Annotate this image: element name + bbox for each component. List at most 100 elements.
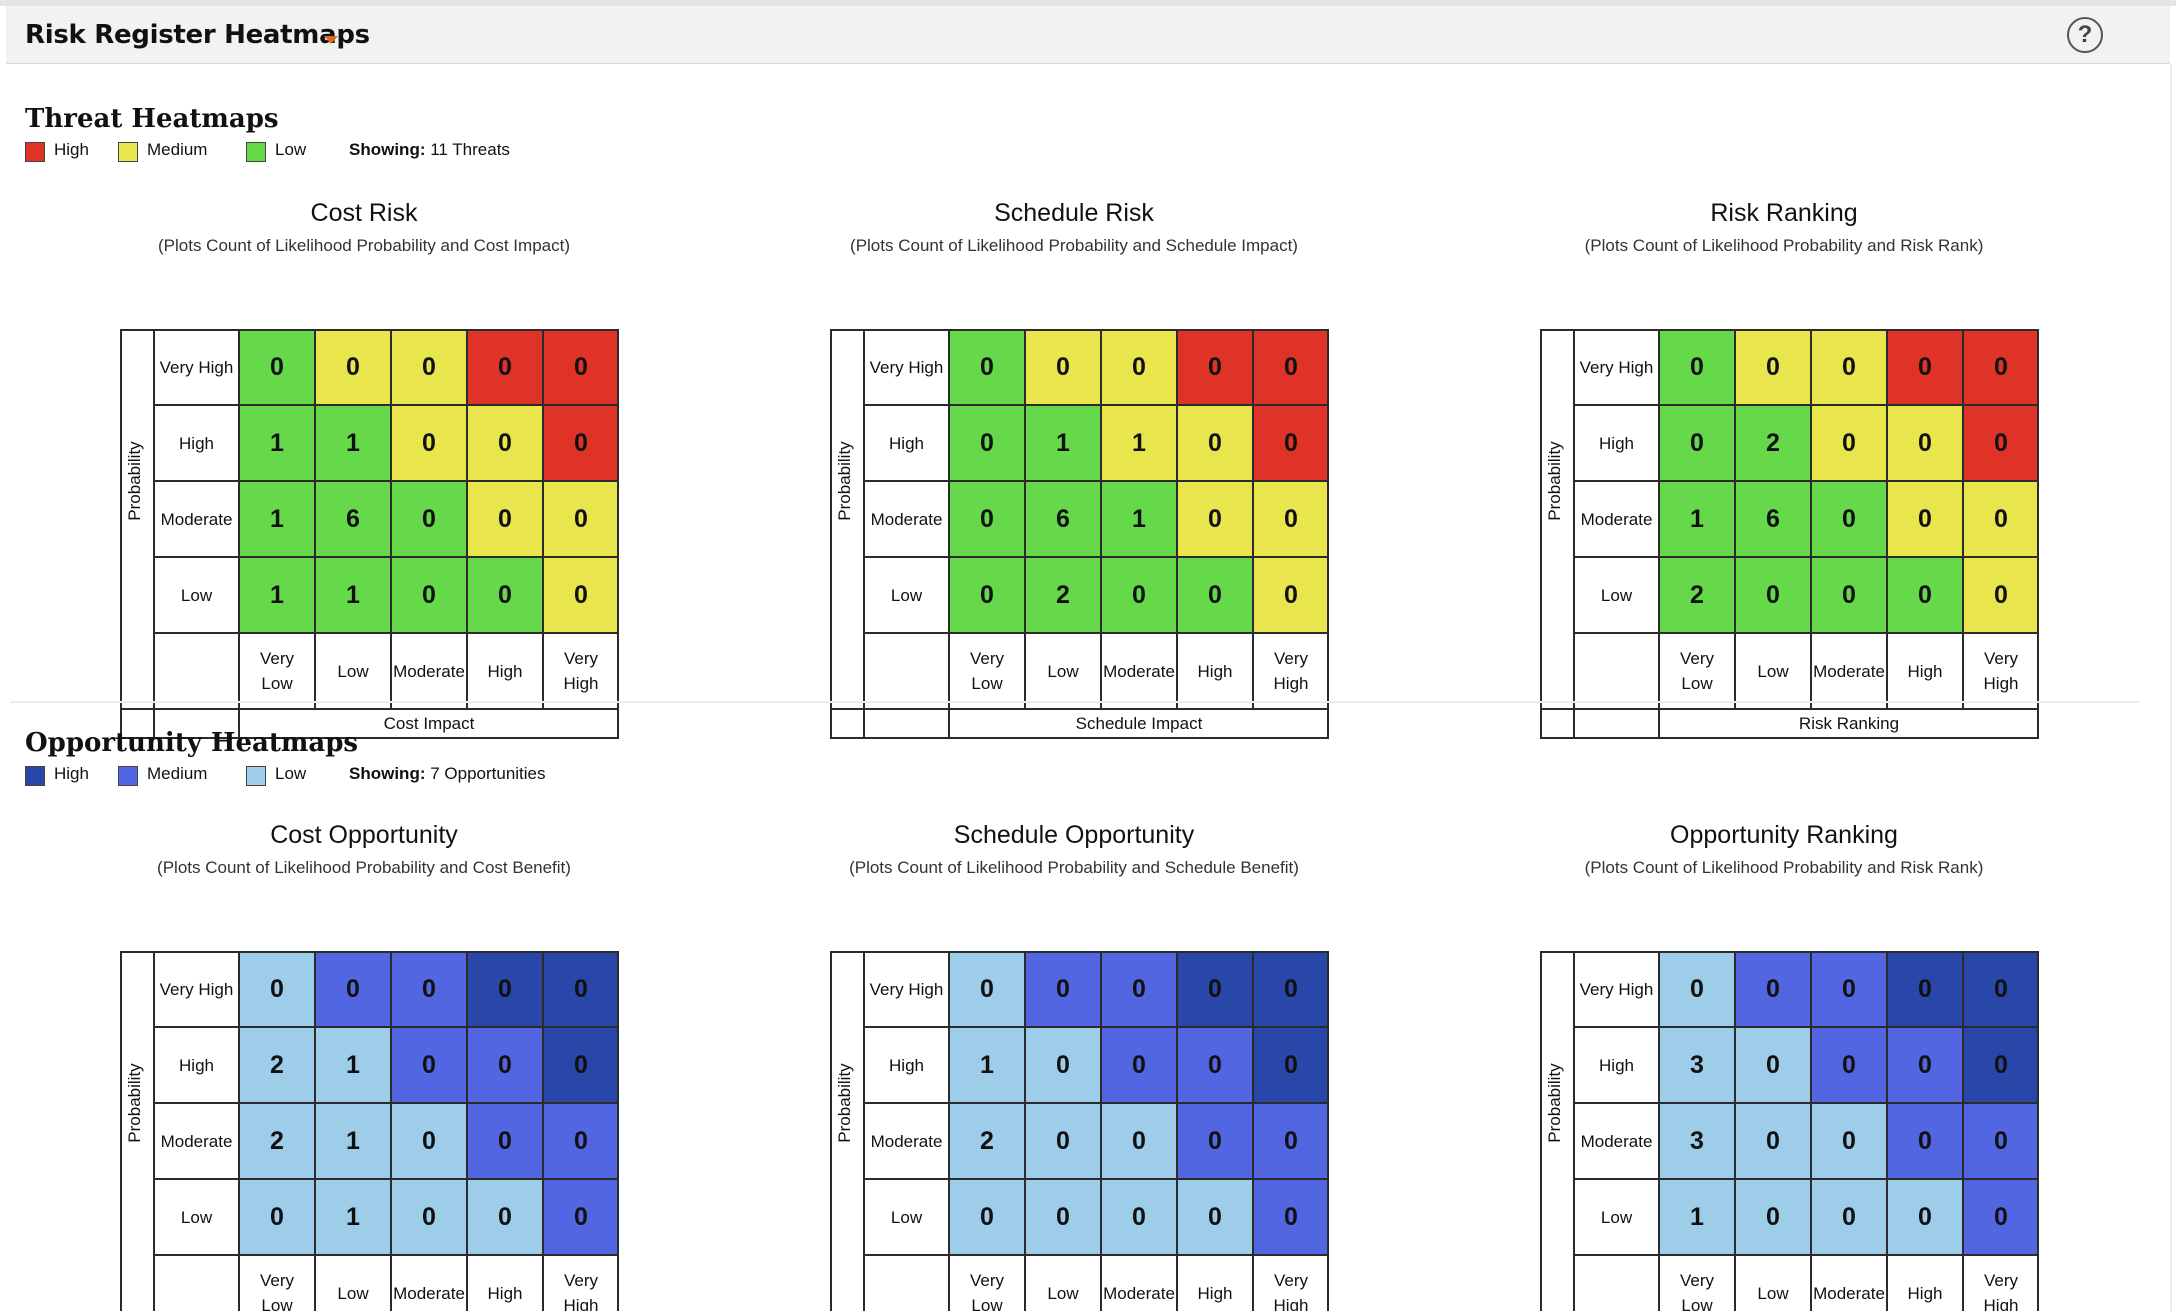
col-label-part: Very <box>969 1271 1005 1290</box>
threat-heatmaps-section: Threat Heatmaps High Medium Low Showing:… <box>6 64 2156 739</box>
heatmap-cell: 0 <box>1177 1103 1253 1179</box>
y-axis-label: Probability <box>125 1063 144 1143</box>
heatmap-cell: 6 <box>1735 481 1811 557</box>
heatmap-cell: 1 <box>1101 405 1177 481</box>
heatmap-cell: 0 <box>543 1179 619 1255</box>
col-label-part: Very <box>1983 1271 2019 1290</box>
col-label-part: High <box>563 1296 599 1311</box>
heatmap-cell: 0 <box>1253 405 1329 481</box>
heatmap-cell: 0 <box>391 481 467 557</box>
heatmap-cell: 0 <box>1811 951 1887 1027</box>
col-label-very-high: Very High <box>1963 633 2039 709</box>
col-label-part: High <box>563 674 599 693</box>
corner-cell <box>154 1255 239 1311</box>
row-label-very-high: Very High <box>864 329 949 405</box>
heatmap-cell: 0 <box>467 405 543 481</box>
row-label-very-high: Very High <box>154 329 239 405</box>
heatmap-subtitle: (Plots Count of Likelihood Probability a… <box>850 236 1298 255</box>
col-label-part: Low <box>1681 1296 1713 1311</box>
col-label-high: High <box>1177 633 1253 709</box>
heatmap-cell: 0 <box>1101 1179 1177 1255</box>
heatmap-cell: 0 <box>391 1103 467 1179</box>
legend-label: Medium <box>147 140 208 159</box>
col-label-low: Low <box>1735 1255 1811 1311</box>
heatmap-cell: 0 <box>543 1027 619 1103</box>
corner-cell <box>864 633 949 709</box>
heatmap-cell: 0 <box>315 951 391 1027</box>
heatmap-cell: 0 <box>1177 1027 1253 1103</box>
col-label-part: Very <box>1983 649 2019 668</box>
heatmap-cell: 0 <box>1253 481 1329 557</box>
heatmap-cell: 0 <box>1811 1103 1887 1179</box>
heatmap-cell: 0 <box>543 329 619 405</box>
row-label-very-high: Very High <box>1574 329 1659 405</box>
col-label-low: Low <box>1735 633 1811 709</box>
row-label-high: High <box>864 405 949 481</box>
heatmap-cell: 1 <box>239 557 315 633</box>
section-title: Threat Heatmaps <box>25 104 279 134</box>
y-axis-label: Probability <box>835 441 854 521</box>
col-label-moderate: Moderate <box>1101 1255 1177 1311</box>
col-label-part: Very <box>259 1271 295 1290</box>
y-axis-label: Probability <box>1545 441 1564 521</box>
heatmap-cell: 0 <box>1887 1179 1963 1255</box>
heatmap-cell: 0 <box>543 1103 619 1179</box>
heatmap-cell: 3 <box>1659 1103 1735 1179</box>
col-label-very-high: Very High <box>543 633 619 709</box>
col-label-part: Low <box>971 674 1003 693</box>
heatmap-cell: 1 <box>315 1103 391 1179</box>
heatmap-cell: 0 <box>1963 1103 2039 1179</box>
row-label-high: High <box>154 1027 239 1103</box>
section-divider <box>10 701 2140 703</box>
row-label-high: High <box>864 1027 949 1103</box>
help-icon[interactable]: ? <box>2067 17 2103 53</box>
heatmap-cell: 0 <box>1963 1027 2039 1103</box>
heatmap-cell: 2 <box>949 1103 1025 1179</box>
legend-label: Low <box>275 764 307 783</box>
heatmap-cell: 1 <box>239 481 315 557</box>
heatmap-cell: 0 <box>1177 1179 1253 1255</box>
col-label-low: Low <box>315 633 391 709</box>
heatmap-cell: 0 <box>1025 329 1101 405</box>
heatmap-cell: 0 <box>391 329 467 405</box>
heatmap-cell: 0 <box>467 1027 543 1103</box>
heatmap-cell: 0 <box>1887 1027 1963 1103</box>
heatmap-cell: 0 <box>1101 329 1177 405</box>
heatmap-cell: 0 <box>1811 557 1887 633</box>
col-label-high: High <box>467 633 543 709</box>
heatmap-cell: 0 <box>467 481 543 557</box>
col-label-very-high: Very High <box>1253 633 1329 709</box>
col-label-very-low: Very Low <box>949 633 1025 709</box>
top-border <box>0 0 2176 6</box>
heatmap-cell: 0 <box>391 557 467 633</box>
showing-label: Showing: <box>349 764 426 783</box>
legend-label: High <box>54 764 89 783</box>
col-label-part: Very <box>563 1271 599 1290</box>
heatmap-subtitle: (Plots Count of Likelihood Probability a… <box>849 858 1299 877</box>
col-label-very-low: Very Low <box>239 633 315 709</box>
legend-label: Low <box>275 140 307 159</box>
heatmap-title: Cost Opportunity <box>270 821 458 849</box>
chevron-down-icon[interactable] <box>324 36 338 44</box>
row-label-very-high: Very High <box>154 951 239 1027</box>
heatmap-cell: 0 <box>949 329 1025 405</box>
col-label-part: Very <box>1273 1271 1309 1290</box>
section-title: Opportunity Heatmaps <box>25 728 359 758</box>
heatmap-cell: 0 <box>1735 557 1811 633</box>
heatmap-cell: 0 <box>1887 329 1963 405</box>
col-label-high: High <box>1177 1255 1253 1311</box>
heatmap-cell: 0 <box>1101 1027 1177 1103</box>
col-label-part: Very <box>1679 649 1715 668</box>
panel-edge <box>2170 64 2172 1311</box>
heatmap-cell: 0 <box>1963 481 2039 557</box>
heatmap-cell: 0 <box>1735 1027 1811 1103</box>
heatmap-cell: 2 <box>239 1027 315 1103</box>
col-label-part: High <box>1273 1296 1309 1311</box>
col-label-high: High <box>1887 1255 1963 1311</box>
row-label-low: Low <box>154 1179 239 1255</box>
row-label-high: High <box>1574 1027 1659 1103</box>
col-label-very-low: Very Low <box>239 1255 315 1311</box>
heatmap-cell: 0 <box>1811 481 1887 557</box>
showing-value: 11 Threats <box>430 140 510 159</box>
heatmap-cell: 0 <box>543 951 619 1027</box>
